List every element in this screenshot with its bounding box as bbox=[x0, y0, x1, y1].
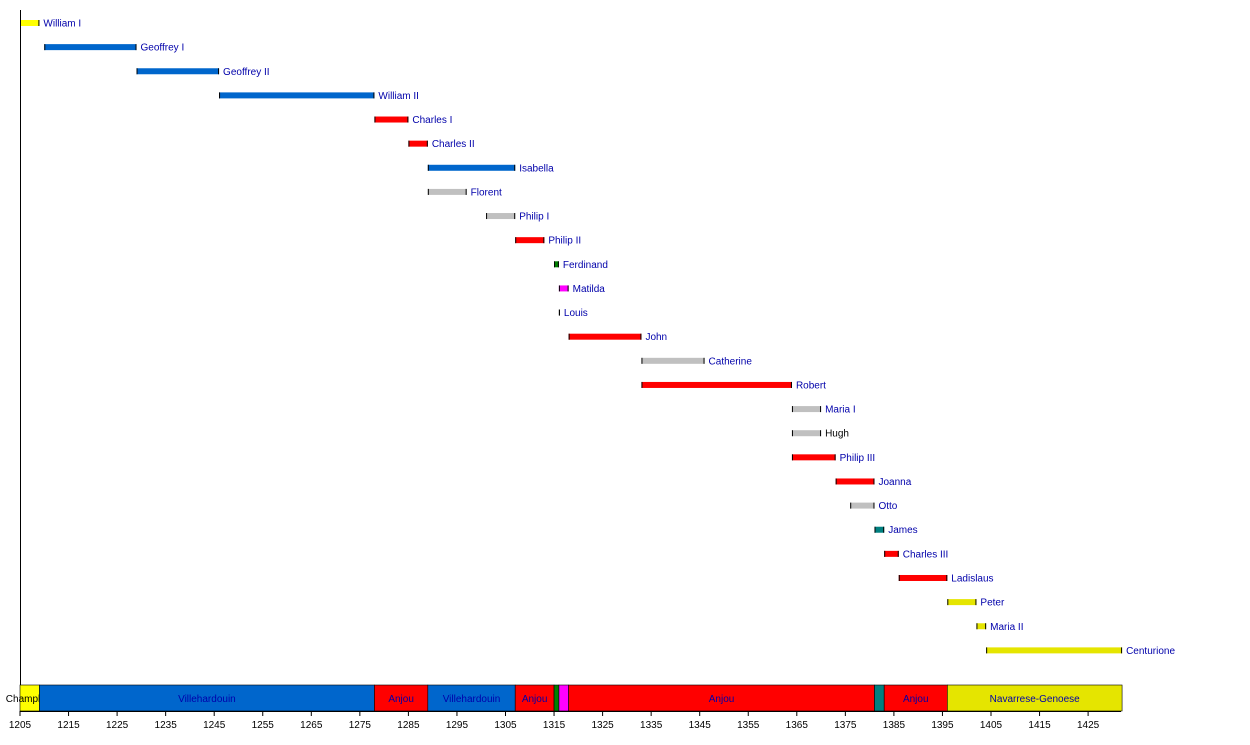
ruler-label[interactable]: William II bbox=[378, 91, 419, 102]
ruler-label[interactable]: Charles II bbox=[432, 139, 475, 150]
reign-bar bbox=[976, 623, 987, 630]
reign-bar bbox=[44, 44, 137, 51]
ruler-label[interactable]: Charles III bbox=[903, 549, 949, 560]
ruler-label[interactable]: William I bbox=[43, 19, 81, 30]
dynasty-band bbox=[374, 684, 429, 712]
x-tick-label: 1235 bbox=[155, 720, 178, 731]
dynasty-band bbox=[553, 684, 560, 712]
x-tick-label: 1295 bbox=[446, 720, 469, 731]
ruler-label[interactable]: Matilda bbox=[573, 284, 606, 295]
dynasty-label[interactable]: Anjou bbox=[388, 694, 414, 705]
reign-bar bbox=[898, 574, 948, 581]
reign-bar bbox=[947, 599, 977, 606]
x-tick-label: 1335 bbox=[640, 720, 663, 731]
ruler-label[interactable]: Ferdinand bbox=[563, 260, 608, 271]
x-tick-label: 1375 bbox=[834, 720, 857, 731]
ruler-label[interactable]: Maria II bbox=[990, 622, 1023, 633]
reign-bar bbox=[874, 526, 885, 533]
x-tick-label: 1405 bbox=[980, 720, 1003, 731]
reign-bar bbox=[515, 237, 545, 244]
x-tick-label: 1305 bbox=[494, 720, 517, 731]
ruler-label[interactable]: James bbox=[888, 525, 917, 536]
reign-bar bbox=[884, 550, 899, 557]
dynasty-label[interactable]: Anjou bbox=[522, 694, 548, 705]
reign-bar bbox=[986, 647, 1123, 654]
dynasty-band bbox=[558, 684, 569, 712]
reign-bar bbox=[558, 285, 569, 292]
ruler-label[interactable]: Ladislaus bbox=[951, 573, 993, 584]
ruler-label[interactable]: Robert bbox=[796, 380, 826, 391]
dynasty-band bbox=[514, 684, 555, 712]
dynasty-band bbox=[568, 684, 875, 712]
reign-bar bbox=[850, 502, 875, 509]
x-tick-label: 1205 bbox=[9, 720, 32, 731]
x-tick-label: 1325 bbox=[591, 720, 614, 731]
reign-bar bbox=[136, 68, 220, 75]
reign-bar bbox=[486, 213, 516, 220]
reign-bar bbox=[791, 430, 822, 437]
ruler-label[interactable]: Louis bbox=[564, 308, 588, 319]
ruler-label[interactable]: Centurione bbox=[1126, 646, 1175, 657]
reign-bar bbox=[791, 406, 822, 413]
dynasty-label[interactable]: Villehardouin bbox=[178, 694, 236, 705]
reign-bar bbox=[427, 188, 467, 195]
ruler-label[interactable]: Philip III bbox=[840, 453, 876, 464]
x-tick-label: 1385 bbox=[883, 720, 906, 731]
ruler-label[interactable]: Philip I bbox=[519, 212, 549, 223]
reign-bar bbox=[219, 92, 375, 99]
reign-bar bbox=[408, 140, 428, 147]
ruler-label[interactable]: John bbox=[645, 332, 667, 343]
x-tick-label: 1315 bbox=[543, 720, 566, 731]
ruler-label[interactable]: Joanna bbox=[878, 477, 911, 488]
dynasty-band bbox=[874, 684, 885, 712]
dynasty-band bbox=[427, 684, 516, 712]
x-tick-label: 1225 bbox=[106, 720, 129, 731]
x-tick-label: 1415 bbox=[1028, 720, 1051, 731]
reign-bar bbox=[641, 357, 705, 364]
dynasty-band bbox=[39, 684, 375, 712]
x-tick-label: 1255 bbox=[252, 720, 275, 731]
dynasty-label[interactable]: Anjou bbox=[709, 694, 735, 705]
x-tick-label: 1345 bbox=[689, 720, 712, 731]
x-tick-label: 1355 bbox=[737, 720, 760, 731]
reign-bar bbox=[20, 20, 40, 26]
reign-bar bbox=[568, 333, 642, 340]
x-tick-label: 1425 bbox=[1077, 720, 1100, 731]
dynasty-label[interactable]: Champlitte bbox=[6, 694, 54, 705]
dynasty-label[interactable]: Anjou bbox=[903, 694, 929, 705]
dynasty-band bbox=[947, 684, 1123, 712]
ruler-label[interactable]: Isabella bbox=[519, 163, 554, 174]
ruler-label[interactable]: Catherine bbox=[709, 356, 753, 367]
dynasty-label[interactable]: Villehardouin bbox=[443, 694, 501, 705]
reign-bar bbox=[554, 261, 559, 268]
dynasty-label[interactable]: Navarrese-Genoese bbox=[990, 694, 1080, 705]
ruler-label[interactable]: Maria I bbox=[825, 405, 856, 416]
reign-bar bbox=[791, 454, 836, 461]
ruler-label[interactable]: Peter bbox=[980, 598, 1005, 609]
ruler-label[interactable]: Geoffrey II bbox=[223, 67, 270, 78]
x-tick-label: 1275 bbox=[349, 720, 372, 731]
x-tick-label: 1365 bbox=[786, 720, 809, 731]
ruler-label[interactable]: Otto bbox=[878, 501, 897, 512]
ruler-label[interactable]: Geoffrey I bbox=[141, 43, 185, 54]
ruler-label[interactable]: Charles I bbox=[412, 115, 452, 126]
x-tick-label: 1395 bbox=[931, 720, 954, 731]
reign-bar bbox=[374, 116, 409, 123]
reign-bar bbox=[835, 478, 875, 485]
reign-bar bbox=[427, 164, 516, 171]
x-tick-label: 1215 bbox=[57, 720, 80, 731]
ruler-label[interactable]: Florent bbox=[471, 187, 502, 198]
ruler-label: Hugh bbox=[825, 429, 849, 440]
reign-bar bbox=[641, 381, 792, 388]
x-tick-label: 1245 bbox=[203, 720, 226, 731]
x-tick-label: 1285 bbox=[397, 720, 420, 731]
x-tick-label: 1265 bbox=[300, 720, 323, 731]
ruler-label[interactable]: Philip II bbox=[548, 236, 581, 247]
